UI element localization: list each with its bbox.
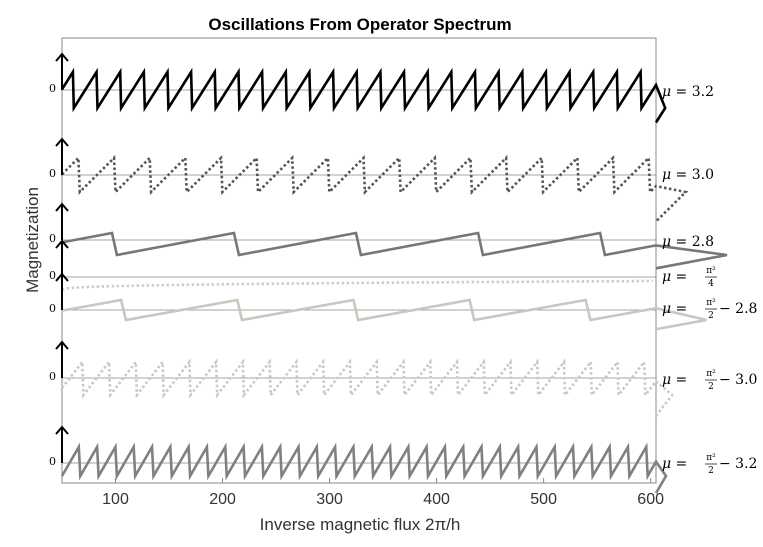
arrow-icon (55, 239, 69, 277)
frac-den: 2 (708, 311, 714, 321)
mu-symbol: μ (662, 269, 671, 285)
x-tick-label: 600 (637, 491, 664, 508)
axis-arrows (55, 52, 69, 463)
series-label: μ = (662, 372, 687, 388)
x-tick-label: 100 (102, 491, 129, 508)
arrow-icon (55, 272, 69, 310)
label-eq: = 3.2 (671, 84, 714, 100)
mu-symbol: μ (662, 301, 671, 317)
label-eq: = 2.8 (671, 234, 714, 250)
label-eq: = (671, 269, 687, 285)
arrow-icon (55, 425, 69, 463)
label-eq: = (671, 456, 687, 472)
baselines (62, 89, 656, 464)
series-line (60, 442, 668, 494)
zero-label: 0 (49, 82, 56, 95)
x-ticks: 100 200 300 400 500 600 (102, 478, 664, 508)
x-tick-label: 400 (423, 491, 450, 508)
zero-label: 0 (49, 302, 56, 315)
mu-symbol: μ (662, 456, 671, 472)
label-eq: = 3.0 (671, 167, 714, 183)
zero-label: 0 (49, 269, 56, 282)
label-rest: − 2.8 (719, 301, 757, 317)
arrow-icon (55, 340, 69, 378)
series-line (61, 298, 707, 331)
frac-num: π² (706, 266, 716, 276)
mu-symbol: μ (662, 234, 671, 250)
arrow-icon (55, 202, 69, 240)
series-label: μ = 3.0 (662, 167, 714, 183)
series-label: μ = (662, 456, 687, 472)
x-axis-label: Inverse magnetic flux 2π/h (260, 515, 461, 534)
x-tick-label: 500 (530, 491, 557, 508)
frac-den: 4 (708, 279, 714, 289)
frac-num: π² (706, 298, 716, 308)
series-line (61, 279, 653, 292)
x-tick-label: 200 (209, 491, 236, 508)
chart-title: Oscillations From Operator Spectrum (208, 15, 511, 34)
label-eq: = (671, 301, 687, 317)
label-rest: − 3.0 (719, 372, 757, 388)
x-tick-label: 300 (316, 491, 343, 508)
frac-den: 2 (708, 466, 714, 476)
zero-label: 0 (49, 167, 56, 180)
frac-den: 2 (708, 382, 714, 392)
mu-symbol: μ (662, 84, 671, 100)
zero-label: 0 (49, 370, 56, 383)
arrow-icon (55, 137, 69, 175)
frac-num: π² (706, 369, 716, 379)
series-label: μ = (662, 269, 687, 285)
series-line (61, 231, 728, 270)
arrow-icon (55, 52, 69, 90)
frac-num: π² (706, 453, 716, 463)
series-label: μ = 3.2 (662, 84, 714, 100)
mu-symbol: μ (662, 167, 671, 183)
series-curves (60, 67, 728, 494)
zero-label: 0 (49, 232, 56, 245)
label-eq: = (671, 372, 687, 388)
series-line (61, 154, 689, 223)
series-line (60, 358, 674, 417)
series-label: μ = (662, 301, 687, 317)
zero-labels: 0 0 0 0 0 0 0 (49, 82, 56, 468)
series-line (60, 67, 667, 124)
y-axis-label: Magnetization (23, 187, 42, 293)
series-label: μ = 2.8 (662, 234, 714, 250)
mu-symbol: μ (662, 372, 671, 388)
label-rest: − 3.2 (719, 456, 757, 472)
zero-label: 0 (49, 455, 56, 468)
